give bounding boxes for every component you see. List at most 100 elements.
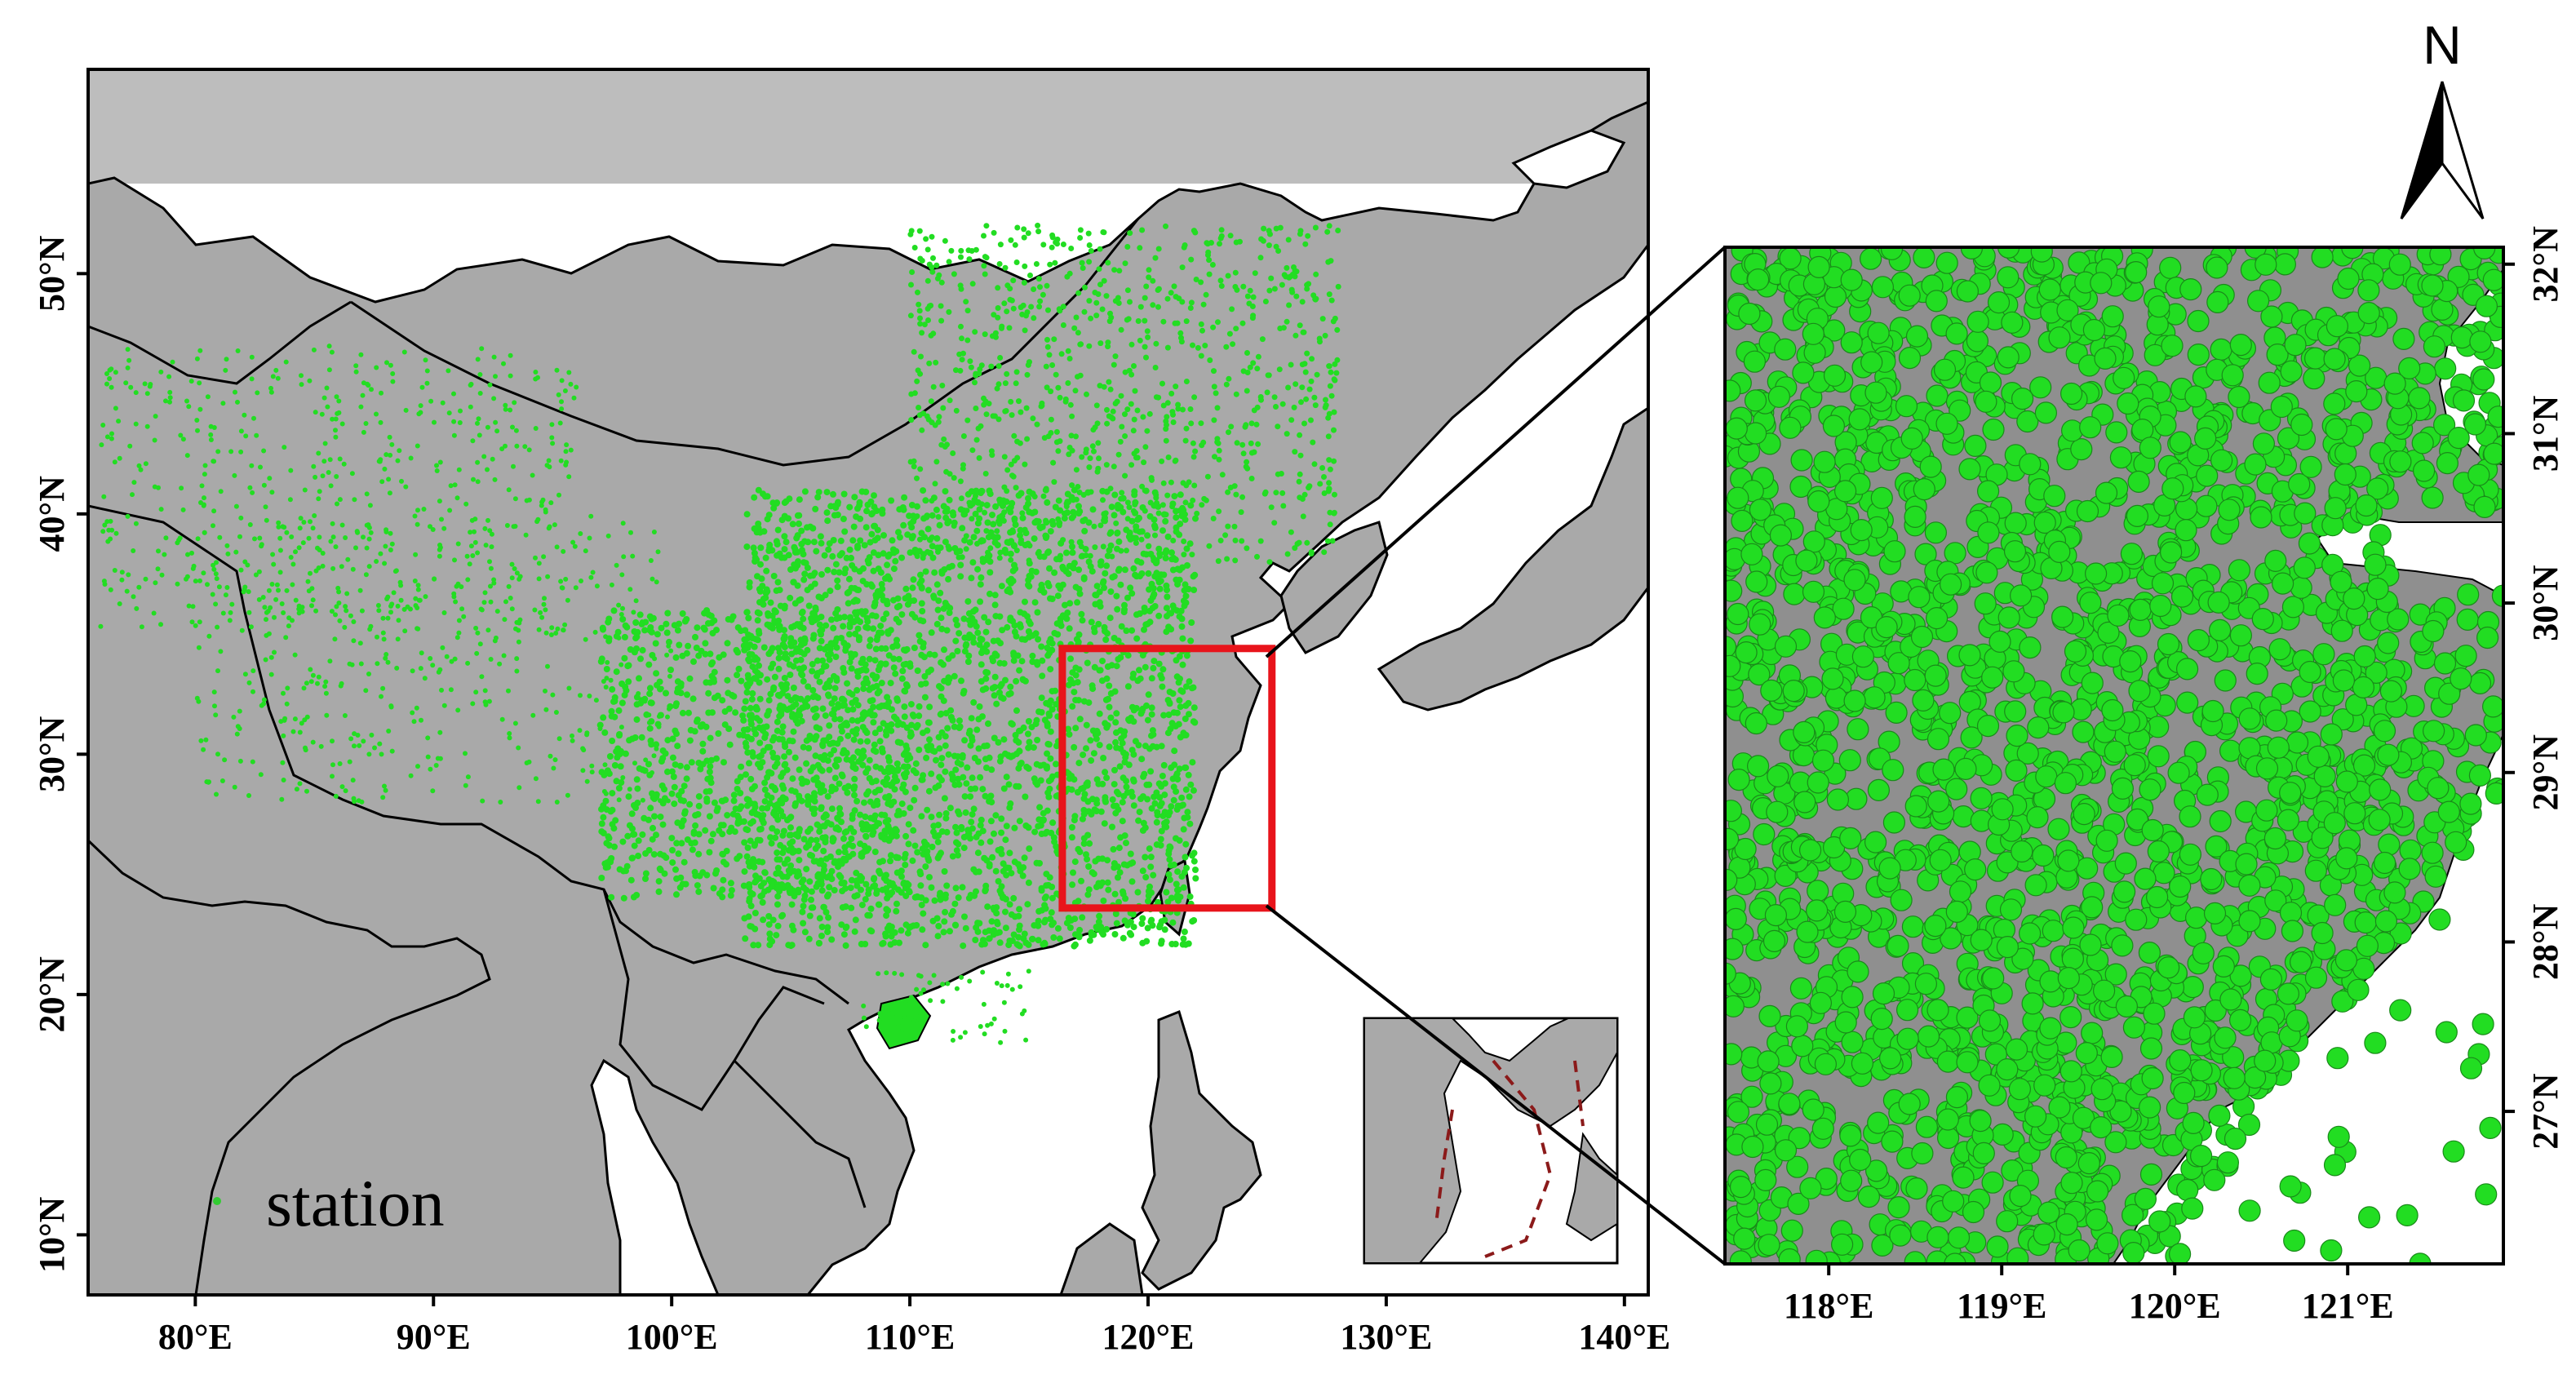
station-point [186,404,192,410]
station-point [1177,491,1184,499]
station-point [639,831,646,838]
station-point [921,673,929,680]
station-point [922,863,929,871]
station-point [671,783,678,791]
station-point [938,710,945,717]
station-point [881,836,889,843]
station-point [1049,362,1056,368]
station-point [1007,689,1014,697]
station-point [131,548,136,553]
station-point [1111,463,1117,470]
station-point [1013,485,1019,491]
station-point [336,398,342,404]
station-point [1049,244,1055,250]
station-point [1133,526,1140,534]
station-point [954,622,960,628]
station-point [1102,769,1109,776]
station-point [797,695,805,703]
station-point [796,826,803,833]
station-point [994,385,1000,392]
station-point [1016,926,1022,933]
station-point [929,419,935,426]
station-point [814,672,820,680]
station-point [849,728,857,735]
station-point [1303,396,1310,402]
station-point [1044,763,1050,770]
station-point [839,904,846,911]
station-point [1055,497,1062,504]
station-point [1133,573,1140,580]
station-point [976,454,982,461]
station-point [761,798,769,805]
station-point [809,635,817,642]
station-point [1095,855,1102,862]
station-point [418,410,423,415]
station-point [1288,529,1294,535]
station-point [933,359,939,366]
station-point [1030,415,1036,422]
station-point [922,942,929,949]
station-point [654,631,661,638]
station-point [238,449,244,454]
station-point [987,545,994,552]
station-point [1128,627,1136,634]
station-point [1041,902,1049,909]
station-point [1038,581,1045,588]
station-point [215,449,221,454]
station-point [732,805,739,813]
station-point [1189,759,1196,766]
station-point [1032,778,1040,786]
station-point [1120,888,1126,895]
station-point [946,259,952,265]
station-point [822,663,830,670]
station-point [1136,809,1143,816]
station-point [898,800,906,808]
station-point [866,756,873,764]
station-point [546,458,552,463]
station-point [473,689,479,695]
station-point [1092,601,1099,608]
station-point [1055,516,1062,522]
station-point [760,747,767,755]
station-point [1035,917,1042,924]
station-point [421,507,427,512]
station-point [1289,272,1296,277]
station-point [418,403,423,409]
station-point [184,576,188,582]
station-point [1331,409,1337,415]
station-point [1142,344,1148,350]
station-point [741,868,748,876]
station-point [1173,880,1180,888]
station-point [649,836,656,843]
station-point [794,582,801,589]
station-point [846,503,853,511]
station-point [1161,780,1168,787]
station-point [677,874,685,881]
station-point [1008,720,1015,727]
station-point [992,613,1000,620]
station-point [778,729,786,736]
station-point [351,638,357,644]
station-point [1096,266,1102,273]
station-point [796,766,803,774]
station-point [1031,508,1039,516]
station-point [1326,485,1332,492]
station-point [977,581,984,588]
station-point [512,400,517,406]
station-point [1091,628,1098,636]
station-point [540,497,546,503]
station-point [1162,549,1169,556]
station-point [1066,451,1072,458]
station-point [1305,233,1311,239]
station-point [1169,919,1177,926]
station-point [1122,433,1128,439]
station-point [738,763,745,770]
station-point [815,593,822,601]
station-point [794,548,800,556]
station-point [945,751,952,758]
station-point [1149,605,1156,612]
station-point [1064,610,1071,616]
station-point [468,381,474,387]
station-point [600,813,607,821]
station-point [767,599,774,606]
